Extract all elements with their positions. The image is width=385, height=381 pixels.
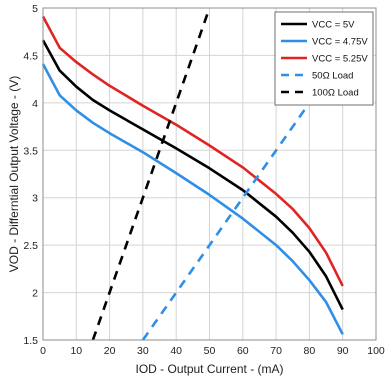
series-lines: [41, 7, 344, 341]
x-tick-label: 60: [237, 345, 249, 357]
x-axis-label: IOD - Output Current - (mA): [135, 362, 283, 376]
y-tick-labels: 1.5 2 2.5 3 3.5 4 4.5 5: [23, 3, 38, 347]
x-tick-labels: 0 10 20 30 40 50 60 70 80 90 100: [40, 345, 385, 357]
legend-entry-label: VCC = 5.25V: [312, 54, 368, 65]
plot-frame: [42, 7, 377, 341]
y-tick-label: 5: [32, 3, 38, 15]
legend-entry-label: VCC = 4.75V: [312, 37, 368, 48]
x-tick-label: 30: [137, 345, 149, 357]
x-tick-label: 70: [270, 345, 282, 357]
x-tick-label: 90: [337, 345, 349, 357]
x-tick-label: 0: [40, 345, 46, 357]
x-tick-label: 40: [170, 345, 182, 357]
series-line-1: [41, 63, 344, 335]
legend-entry-label: 100Ω Load: [312, 88, 359, 99]
y-tick-label: 2: [32, 288, 38, 300]
series-line-0: [41, 39, 344, 311]
x-tick-label: 20: [104, 345, 116, 357]
y-tick-label: 4.5: [23, 50, 38, 62]
legend-entry-label: VCC = 5V: [312, 20, 355, 31]
x-tick-label: 10: [70, 345, 82, 357]
series-line-4: [91, 7, 211, 341]
y-axis-label: VOD - Differntial Output Voltage - (V): [7, 76, 21, 273]
x-tick-label: 80: [304, 345, 316, 357]
y-tick-label: 2.5: [23, 240, 38, 252]
series-line-2: [41, 15, 344, 287]
y-tick-label: 4: [32, 98, 38, 110]
y-tick-label: 1.5: [23, 335, 38, 347]
y-tick-label: 3.5: [23, 145, 38, 157]
legend-entry-label: 50Ω Load: [312, 71, 353, 82]
x-tick-label: 100: [367, 345, 385, 357]
legend: VCC = 5V VCC = 4.75V VCC = 5.25V 50Ω Load 10…: [274, 11, 374, 106]
x-tick-label: 50: [204, 345, 216, 357]
series-line-3: [141, 92, 318, 341]
y-tick-label: 3: [32, 193, 38, 205]
